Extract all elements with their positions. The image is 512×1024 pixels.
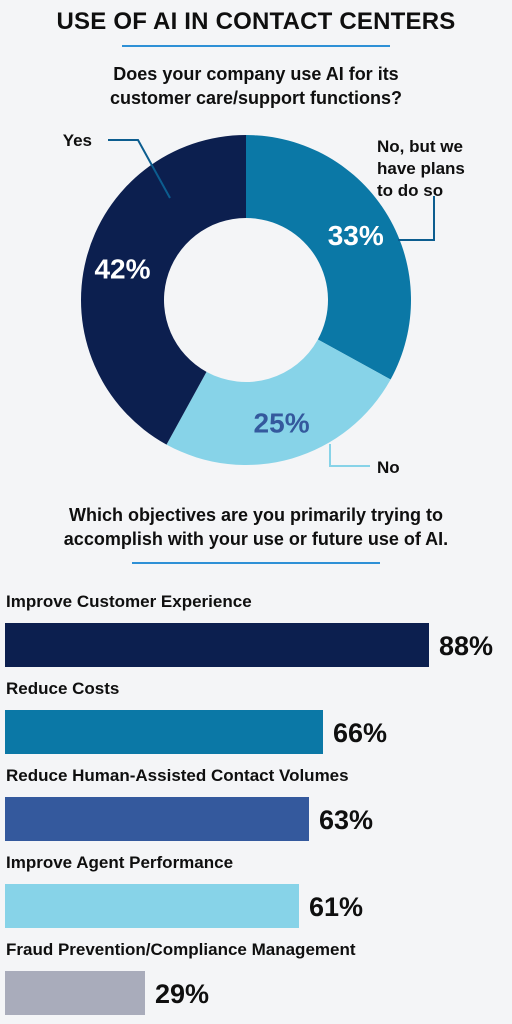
bar — [5, 797, 309, 841]
bar — [5, 971, 145, 1015]
donut-question-line-1: Does your company use AI for its — [113, 64, 399, 84]
bar-category-label: Reduce Costs — [6, 679, 120, 698]
donut-slice — [246, 135, 411, 380]
donut-category-label: to do so — [377, 181, 443, 200]
bar-category-label: Improve Agent Performance — [6, 853, 234, 872]
donut-question-line-2: customer care/support functions? — [109, 88, 403, 108]
bar-category-label: Improve Customer Experience — [6, 592, 252, 611]
bar — [5, 710, 323, 754]
donut-category-label: No — [377, 458, 400, 477]
bar — [5, 884, 299, 928]
title-divider — [122, 45, 390, 47]
page-title: USE OF AI IN CONTACT CENTERS — [56, 8, 456, 35]
donut-question: Does your company use AI for its custome… — [0, 62, 512, 110]
bar-value-label: 61% — [309, 892, 364, 922]
bar-value-label: 63% — [319, 805, 374, 835]
bar — [5, 623, 429, 667]
donut-value-label: 25% — [254, 407, 310, 438]
donut-category-label: have plans — [377, 159, 465, 178]
bar-category-label: Reduce Human-Assisted Contact Volumes — [6, 766, 349, 785]
donut-slice — [166, 339, 391, 465]
bar-category-label: Fraud Prevention/Compliance Management — [6, 940, 356, 959]
bar-value-label: 66% — [333, 718, 388, 748]
bar-value-label: 88% — [439, 631, 494, 661]
donut-category-label: Yes — [63, 131, 92, 150]
question-divider — [132, 562, 380, 564]
donut-chart: 33% No, but we have plans to do so 25% No 42% Y… — [63, 131, 465, 477]
label-leader-line — [398, 196, 435, 241]
label-leader-line — [108, 139, 171, 199]
donut-value-label: 33% — [328, 220, 384, 251]
bar-question: Which objectives are you primarily tryin… — [0, 503, 512, 551]
bar-question-line-1: Which objectives are you primarily tryin… — [68, 505, 444, 525]
bar-question-line-2: accomplish with your use or future use o… — [63, 529, 449, 549]
donut-slice — [80, 135, 246, 445]
label-leader-line — [329, 444, 370, 467]
bar-value-label: 29% — [155, 979, 210, 1009]
donut-value-label: 42% — [94, 253, 150, 284]
donut-category-label: No, but we — [377, 137, 463, 156]
